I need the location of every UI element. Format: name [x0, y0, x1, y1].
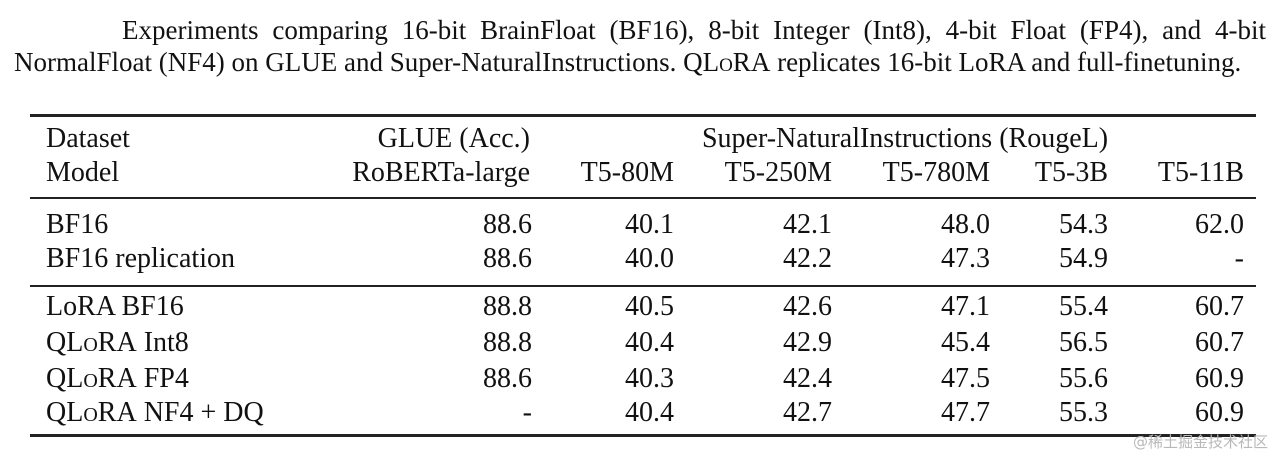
table-cell: 55.6	[1059, 363, 1108, 394]
table-cell: 42.2	[783, 243, 832, 274]
table-cell: 42.7	[783, 397, 832, 428]
table-cell: 88.6	[483, 243, 532, 274]
table-cell: 42.1	[783, 209, 832, 240]
table-cell: -	[1234, 243, 1244, 274]
row-model-name: BF16	[46, 209, 109, 240]
table-caption: Experiments comparing 16-bit BrainFloat …	[14, 15, 1266, 77]
table-cell: 88.8	[483, 327, 532, 358]
table-cell: 54.3	[1059, 209, 1108, 240]
table-cell: 60.7	[1195, 291, 1244, 322]
table-cell: 55.4	[1059, 291, 1108, 322]
table-cell: 42.6	[783, 291, 832, 322]
table-cell: -	[522, 397, 532, 428]
table-cell: 60.7	[1195, 327, 1244, 358]
sni-model-header: T5-80M	[580, 157, 674, 188]
table-cell: 40.0	[625, 243, 674, 274]
table-cell: 40.5	[625, 291, 674, 322]
table-cell: 47.5	[941, 363, 990, 394]
watermark: @稀土掘金技术社区	[1132, 433, 1268, 451]
sni-header: Super-NaturalInstructions (RougeL)	[701, 123, 1109, 154]
table-cell: 40.1	[625, 209, 674, 240]
top-rule	[30, 114, 1256, 117]
table-cell: 42.4	[783, 363, 832, 394]
table-cell: 54.9	[1059, 243, 1108, 274]
sni-model-header: T5-11B	[1157, 157, 1244, 188]
table-cell: 60.9	[1195, 397, 1244, 428]
table-cell: 40.4	[625, 327, 674, 358]
model-header: Model	[46, 157, 120, 188]
dataset-header: Dataset	[46, 123, 130, 154]
row-model-name: QLoRA NF4 + DQ	[46, 397, 264, 428]
table-cell: 40.3	[625, 363, 674, 394]
table-cell: 47.3	[941, 243, 990, 274]
table-cell: 40.4	[625, 397, 674, 428]
row-model-name: LoRA BF16	[46, 291, 184, 322]
table-cell: 48.0	[941, 209, 990, 240]
table-cell: 88.6	[483, 209, 532, 240]
header-rule	[30, 197, 1256, 199]
glue-header: GLUE (Acc.)	[377, 123, 530, 154]
table-cell: 47.7	[941, 397, 990, 428]
table-cell: 55.3	[1059, 397, 1108, 428]
sni-model-header: T5-3B	[1034, 157, 1108, 188]
row-model-name: BF16 replication	[46, 243, 235, 274]
row-model-name: QLoRA FP4	[46, 363, 189, 394]
table-cell: 62.0	[1195, 209, 1244, 240]
table-cell: 42.9	[783, 327, 832, 358]
sni-model-header: T5-780M	[882, 157, 990, 188]
table-cell: 56.5	[1059, 327, 1108, 358]
table-cell: 88.8	[483, 291, 532, 322]
table-cell: 47.1	[941, 291, 990, 322]
group-rule	[30, 285, 1256, 287]
row-model-name: QLoRA Int8	[46, 327, 189, 358]
table-cell: 88.6	[483, 363, 532, 394]
glue-model-header: RoBERTa-large	[352, 157, 530, 188]
bottom-rule	[30, 434, 1256, 437]
table-cell: 60.9	[1195, 363, 1244, 394]
sni-model-header: T5-250M	[724, 157, 832, 188]
table-cell: 45.4	[941, 327, 990, 358]
